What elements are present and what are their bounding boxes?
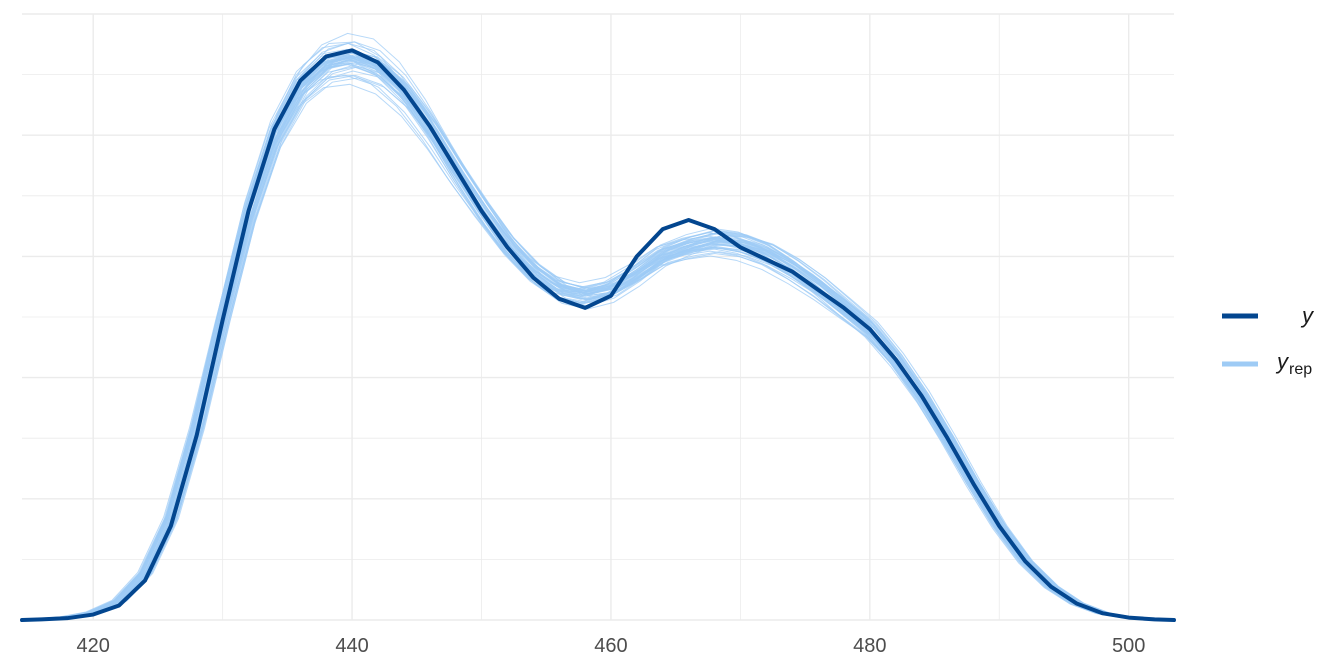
legend-label-yrep-base: y — [1275, 349, 1290, 374]
legend: y yrep — [1222, 303, 1315, 378]
x-axis-tick-labels: 420 440 460 480 500 — [77, 635, 1146, 657]
legend-label-yrep: yrep — [1275, 349, 1312, 378]
x-tick-label: 440 — [335, 635, 368, 657]
x-tick-label: 460 — [594, 635, 627, 657]
x-tick-label: 480 — [853, 635, 886, 657]
yrep-line — [21, 52, 1175, 621]
yrep-line — [21, 54, 1175, 621]
minor-gridlines — [22, 14, 1174, 620]
legend-label-y: y — [1300, 303, 1315, 328]
x-tick-label: 420 — [77, 635, 110, 657]
x-tick-label: 500 — [1112, 635, 1145, 657]
y-line — [20, 48, 1176, 622]
yrep-line — [21, 42, 1175, 621]
legend-label-yrep-subscript: rep — [1289, 361, 1312, 378]
yrep-line — [21, 59, 1175, 621]
y-density-line — [20, 48, 1176, 622]
